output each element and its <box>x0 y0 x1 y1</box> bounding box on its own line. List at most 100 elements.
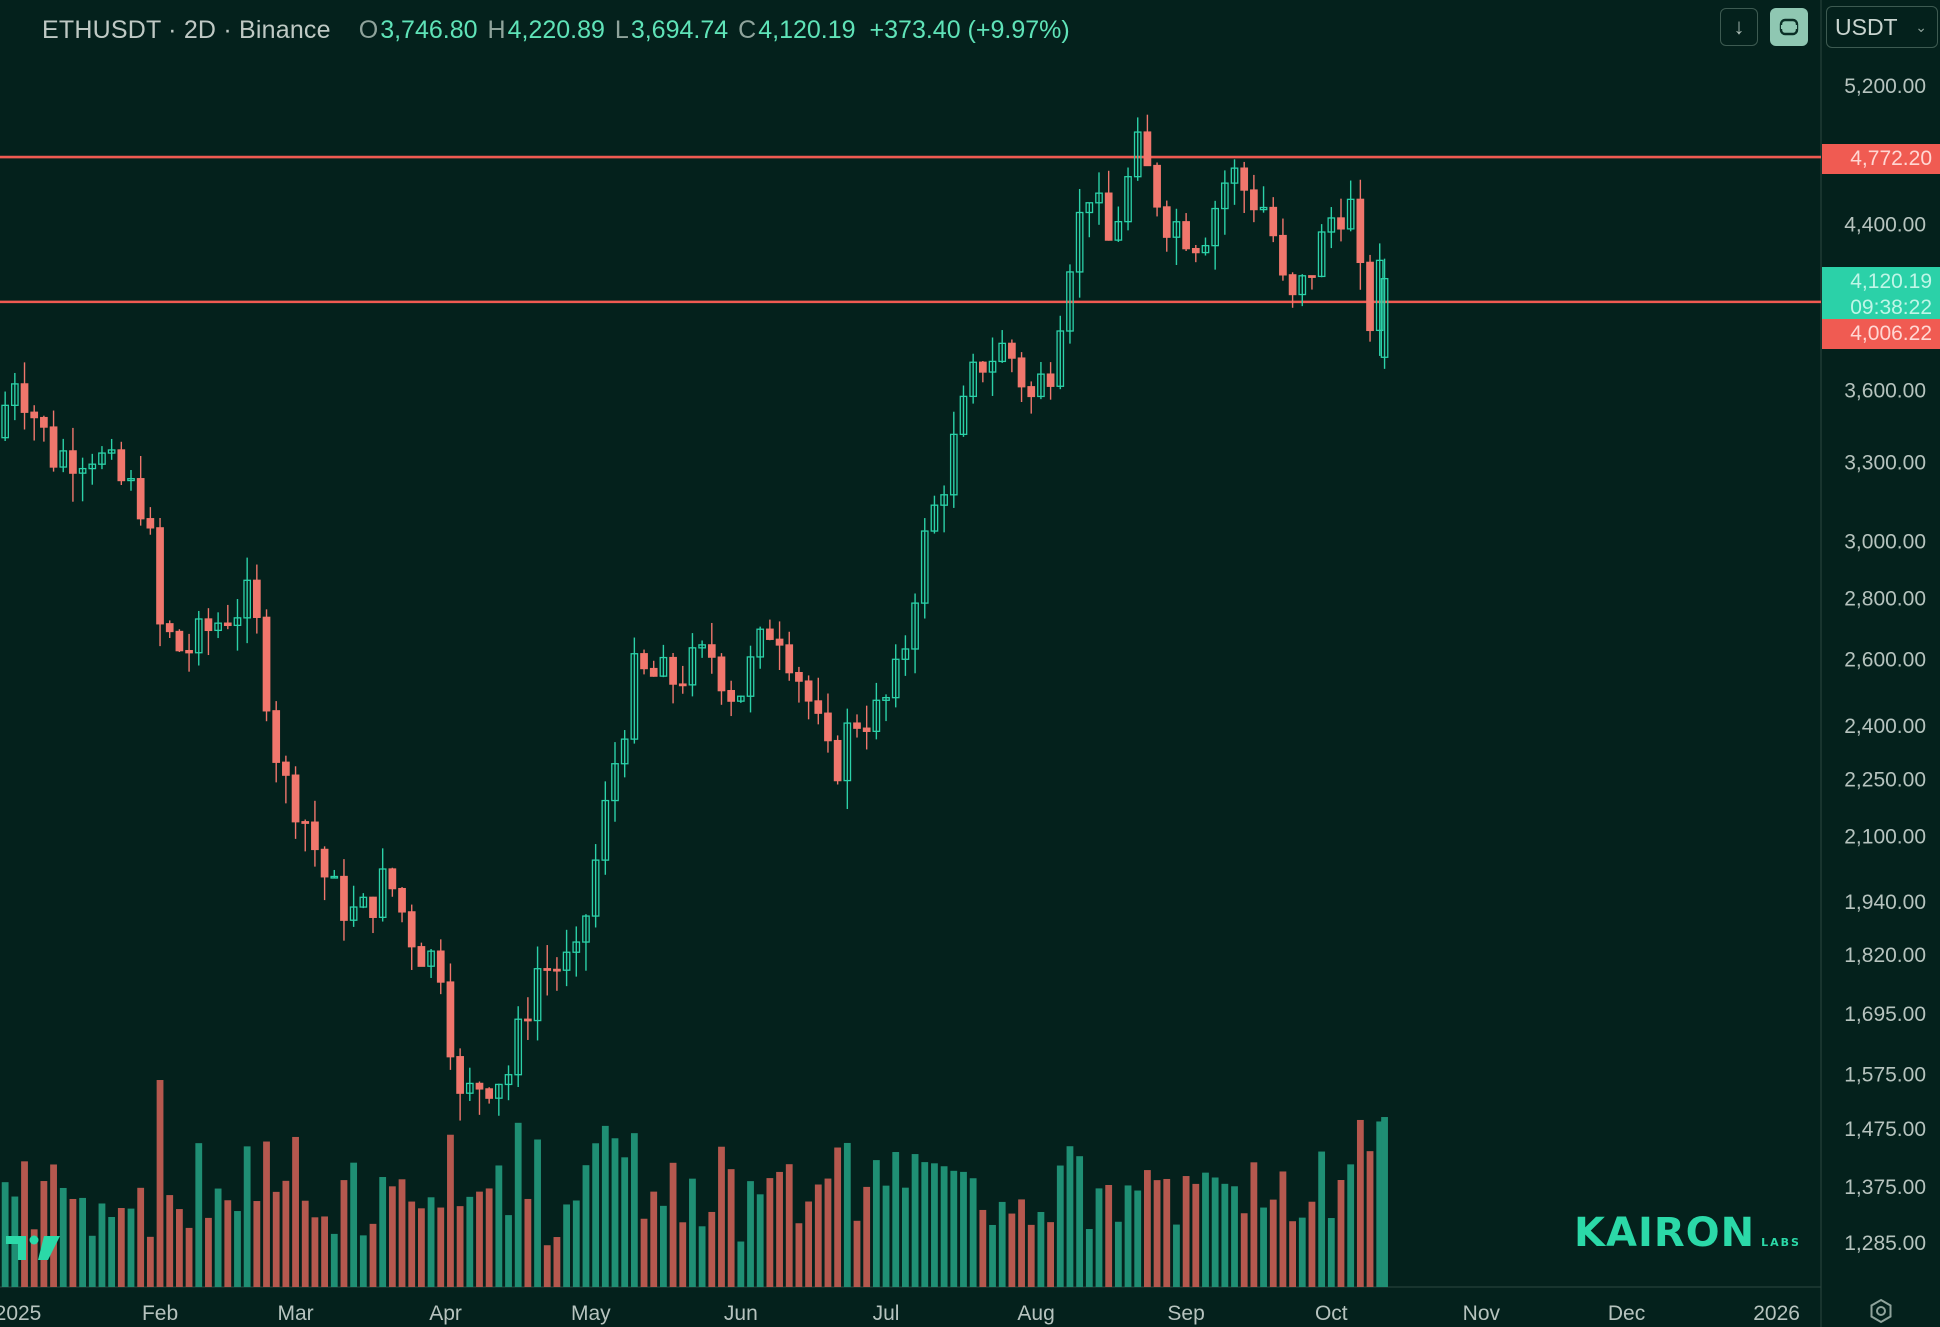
volume-bar <box>611 1138 619 1287</box>
download-button[interactable]: ↓ <box>1720 8 1758 46</box>
x-tick-label: 2026 <box>1753 1302 1800 1325</box>
candle-body <box>775 638 784 646</box>
candle-body <box>233 617 242 627</box>
candle-body <box>465 1082 474 1094</box>
candle-body <box>59 450 68 468</box>
volume-bar <box>969 1178 977 1287</box>
candle-body <box>252 579 261 618</box>
candle-body <box>1095 192 1103 204</box>
volume-bar <box>369 1223 377 1287</box>
volume-bar <box>592 1143 600 1287</box>
volume-bar <box>108 1217 116 1287</box>
candle-body <box>833 739 842 782</box>
candle-body <box>1346 198 1355 230</box>
download-arrow-icon: ↓ <box>1733 14 1745 39</box>
candle-body <box>649 667 658 677</box>
volume-bar <box>921 1162 929 1287</box>
volume-bar <box>834 1147 842 1287</box>
candle-body <box>688 647 697 686</box>
volume-bar <box>514 1122 522 1287</box>
candle-body <box>165 623 174 633</box>
symbol-title[interactable]: ETHUSDT · 2D · Binance <box>42 15 331 44</box>
candle-body <box>1114 220 1123 241</box>
candle-body <box>707 644 716 658</box>
candle-body <box>1037 373 1045 398</box>
volume-bar <box>340 1180 348 1287</box>
volume-bar <box>456 1206 464 1287</box>
volume-bar <box>572 1200 580 1287</box>
volume-bar <box>524 1198 532 1287</box>
candle-body <box>1066 271 1074 332</box>
sync-button[interactable] <box>1770 8 1808 46</box>
x-tick-label: Jul <box>873 1302 900 1325</box>
resistance-high-tag: 4,772.20 <box>1822 144 1940 174</box>
candle-body <box>1172 221 1181 238</box>
volume-bar <box>398 1179 406 1287</box>
candle-body <box>727 689 736 702</box>
current-price-tag: 4,120.19 09:38:22 <box>1822 267 1940 323</box>
change-value: +373.40 (+9.97%) <box>869 15 1070 44</box>
y-tick-label: 3,000.00 <box>1844 530 1926 553</box>
y-tick-label: 2,800.00 <box>1844 587 1926 610</box>
candle-body <box>456 1056 464 1094</box>
volume-bar <box>1231 1186 1238 1287</box>
volume-bar <box>69 1198 77 1287</box>
candle-body <box>533 968 542 1022</box>
volume-bar <box>127 1208 135 1287</box>
volume-bar <box>843 1142 851 1287</box>
candle-body <box>930 504 939 532</box>
candle-body <box>1269 206 1278 237</box>
volume-bar <box>1 1182 9 1287</box>
candle-body <box>804 680 813 702</box>
volume-bar <box>253 1201 261 1287</box>
settings-icon[interactable] <box>1868 1298 1894 1324</box>
volume-bar <box>601 1125 609 1287</box>
candle-body <box>591 859 600 917</box>
candle-body <box>524 1018 532 1022</box>
candle-body <box>891 658 900 699</box>
kairon-watermark: KAIRON LABS <box>1574 1210 1801 1256</box>
volume-bar <box>485 1188 493 1287</box>
candle-body <box>814 700 823 714</box>
candle-body <box>340 875 348 921</box>
y-tick-label: 1,475.00 <box>1844 1118 1926 1141</box>
volume-bar <box>785 1164 793 1287</box>
volume-bar <box>1376 1121 1384 1287</box>
currency-select[interactable]: USDT ⌄ <box>1826 6 1938 48</box>
candle-body <box>620 738 629 765</box>
volume-bar <box>1192 1183 1200 1287</box>
candle-body <box>1375 259 1384 332</box>
tradingview-logo[interactable] <box>4 1230 66 1264</box>
candle-body <box>1327 217 1336 233</box>
volume-bar <box>1298 1217 1306 1287</box>
candle-body <box>407 911 416 948</box>
volume-bar <box>824 1178 832 1287</box>
candle-body <box>553 968 561 972</box>
volume-bar <box>40 1181 48 1287</box>
y-tick-label: 2,600.00 <box>1844 649 1926 672</box>
x-tick-label: Jun <box>724 1302 758 1325</box>
candle-body <box>1182 221 1190 250</box>
candle-body <box>872 699 881 732</box>
candle-body <box>494 1083 503 1099</box>
candle-body <box>1337 217 1345 230</box>
volume-bar <box>1308 1201 1316 1287</box>
candle-body <box>1288 274 1297 296</box>
y-tick-label: 1,695.00 <box>1844 1003 1926 1026</box>
candle-body <box>1143 131 1152 167</box>
candle-body <box>1056 330 1065 387</box>
volume-bar <box>989 1224 996 1287</box>
volume-bar <box>437 1207 445 1287</box>
volume-bar <box>882 1185 890 1287</box>
candle-body <box>698 644 706 649</box>
close-value: 4,120.19 <box>758 15 856 44</box>
candle-body <box>843 722 852 782</box>
volume-bar <box>660 1205 667 1287</box>
candle-body <box>1153 164 1161 208</box>
volume-bar <box>476 1191 483 1287</box>
x-tick-label: Nov <box>1463 1302 1501 1325</box>
volume-bar <box>1337 1180 1345 1287</box>
candle-body <box>862 727 871 732</box>
x-tick-label: Sep <box>1167 1302 1204 1325</box>
